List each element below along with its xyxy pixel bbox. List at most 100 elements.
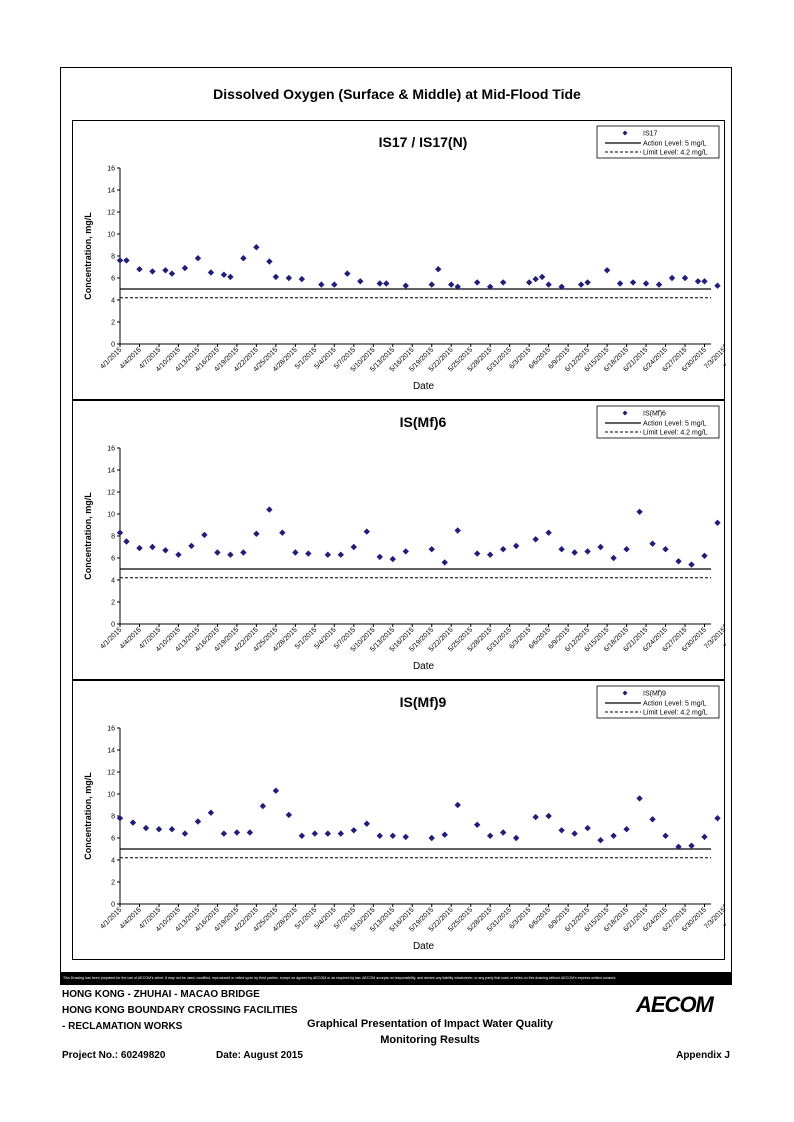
data-point bbox=[402, 282, 409, 289]
data-point bbox=[454, 801, 461, 809]
chart-panel-is-mf9: IS(Mf)9 0 2 4 6 8 10 12 14 16 4/1/2015 4/4/2015 4/7/… bbox=[72, 680, 726, 960]
data-point bbox=[168, 270, 176, 277]
data-point bbox=[233, 829, 241, 836]
data-point bbox=[246, 829, 254, 836]
data-point bbox=[473, 550, 481, 557]
data-point bbox=[538, 273, 546, 281]
data-point bbox=[383, 280, 390, 287]
y-axis-title: Concentration, mg/L bbox=[83, 772, 93, 860]
legend-label-limit: Limit Level: 4.2 mg/L bbox=[643, 150, 708, 157]
data-point bbox=[545, 812, 552, 820]
legend-label-series: IS17 bbox=[643, 131, 658, 138]
y-tick-label: 6 bbox=[111, 276, 115, 283]
data-point bbox=[311, 830, 319, 837]
y-tick-label: 12 bbox=[107, 210, 115, 217]
data-point bbox=[701, 833, 708, 841]
y-tick-label: 6 bbox=[111, 556, 115, 563]
data-point bbox=[168, 826, 176, 833]
data-point bbox=[155, 826, 163, 833]
y-axis-title: Concentration, mg/L bbox=[83, 212, 93, 300]
drawing-title-line1: Graphical Presentation of Impact Water Q… bbox=[307, 1018, 553, 1030]
appendix-label: Appendix J bbox=[676, 1050, 730, 1061]
legend-label-action: Action Level: 5 mg/L bbox=[643, 701, 707, 708]
data-point bbox=[441, 831, 448, 838]
data-point bbox=[253, 530, 260, 537]
data-point bbox=[331, 281, 338, 288]
data-point bbox=[577, 281, 585, 288]
data-point bbox=[642, 280, 650, 287]
data-point bbox=[194, 255, 202, 262]
data-point bbox=[266, 506, 273, 513]
data-point bbox=[616, 280, 624, 287]
data-point bbox=[162, 267, 169, 274]
data-point bbox=[701, 278, 708, 285]
y-tick-label: 10 bbox=[107, 512, 115, 519]
data-point bbox=[175, 551, 182, 558]
data-point bbox=[207, 809, 215, 816]
y-tick-label: 8 bbox=[111, 254, 115, 261]
data-point bbox=[292, 549, 299, 556]
data-point bbox=[623, 546, 630, 553]
data-point bbox=[597, 543, 604, 551]
data-point bbox=[220, 271, 228, 278]
data-point bbox=[714, 282, 721, 289]
data-point bbox=[499, 279, 507, 286]
data-point bbox=[454, 527, 461, 534]
data-point bbox=[694, 278, 702, 285]
data-point bbox=[662, 546, 669, 553]
data-point bbox=[272, 787, 280, 794]
data-point bbox=[655, 281, 663, 288]
y-tick-label: 16 bbox=[107, 446, 115, 453]
data-point bbox=[201, 531, 208, 539]
data-point bbox=[486, 283, 494, 290]
data-point bbox=[136, 544, 143, 552]
legend-label-series: IS(Mf)6 bbox=[643, 411, 666, 418]
legend-label-series: IS(Mf)9 bbox=[643, 691, 666, 698]
data-point bbox=[136, 266, 143, 273]
x-axis-title: Date bbox=[413, 661, 435, 672]
data-point bbox=[194, 818, 202, 825]
data-point bbox=[662, 832, 669, 839]
data-point bbox=[473, 279, 481, 286]
data-point bbox=[448, 281, 455, 288]
data-point bbox=[688, 561, 695, 568]
y-tick-label: 14 bbox=[107, 748, 115, 755]
data-point bbox=[435, 266, 442, 273]
data-point bbox=[253, 244, 260, 251]
data-point bbox=[305, 550, 312, 557]
y-tick-label: 6 bbox=[111, 836, 115, 843]
y-tick-label: 2 bbox=[111, 600, 115, 607]
data-point bbox=[324, 551, 332, 558]
data-point bbox=[123, 538, 130, 545]
data-point bbox=[259, 802, 267, 810]
chart-title: IS17 / IS17(N) bbox=[379, 134, 468, 150]
data-point bbox=[149, 268, 156, 275]
aecom-logo: AECOM bbox=[636, 992, 714, 1017]
data-point bbox=[603, 267, 611, 274]
legend-label-action: Action Level: 5 mg/L bbox=[643, 421, 707, 428]
data-point bbox=[376, 280, 383, 287]
data-point bbox=[610, 554, 617, 562]
data-point bbox=[376, 553, 383, 561]
y-tick-label: 10 bbox=[107, 232, 115, 239]
data-point bbox=[597, 837, 604, 844]
data-point bbox=[532, 275, 539, 283]
data-point bbox=[486, 551, 494, 558]
legend-marker-series bbox=[622, 130, 628, 136]
data-point bbox=[558, 827, 565, 834]
data-point bbox=[402, 548, 409, 555]
disclaimer-banner: This Drawing has been prepared for the u… bbox=[61, 972, 731, 984]
data-point bbox=[714, 815, 721, 822]
data-point bbox=[558, 546, 565, 553]
data-point bbox=[545, 529, 552, 536]
data-point bbox=[610, 832, 617, 839]
data-point bbox=[298, 275, 306, 283]
y-tick-label: 8 bbox=[111, 534, 115, 541]
y-tick-label: 8 bbox=[111, 814, 115, 821]
data-point bbox=[623, 826, 630, 833]
data-point bbox=[142, 824, 150, 832]
data-point bbox=[129, 819, 137, 826]
y-tick-label: 16 bbox=[107, 726, 115, 733]
data-point bbox=[181, 830, 189, 837]
legend-label-limit: Limit Level: 4.2 mg/L bbox=[643, 430, 708, 437]
